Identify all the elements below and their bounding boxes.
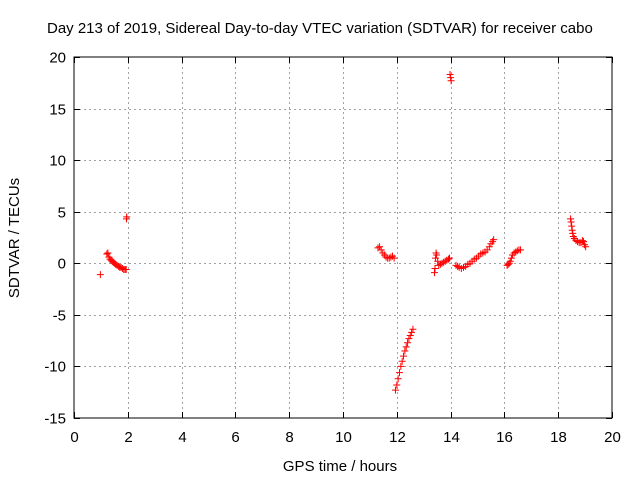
y-tick-label: -5: [53, 308, 66, 325]
data-point: [513, 247, 521, 255]
data-point: [431, 264, 439, 272]
y-tick-label: 20: [49, 50, 66, 67]
x-tick-label: 8: [285, 429, 293, 446]
x-axis-ticks: 0 2 4 6 8 10 12 14 16 18 20: [70, 57, 621, 446]
data-point: [104, 249, 112, 257]
data-point: [394, 375, 402, 383]
data-point: [446, 254, 454, 262]
data-point: [506, 257, 514, 265]
x-axis-label: GPS time / hours: [283, 458, 397, 475]
data-point: [568, 226, 576, 234]
x-tick-label: 18: [550, 429, 567, 446]
data-point: [405, 335, 413, 343]
data-point: [568, 222, 576, 230]
data-point: [391, 386, 399, 394]
x-tick-label: 16: [496, 429, 513, 446]
data-point: [567, 215, 575, 223]
data-point: [402, 343, 410, 351]
x-tick-label: 6: [231, 429, 239, 446]
y-tick-label: 15: [49, 102, 66, 119]
data-point: [398, 357, 406, 365]
x-tick-label: 20: [604, 429, 621, 446]
y-tick-label: 0: [58, 256, 66, 273]
data-point: [123, 213, 131, 221]
data-point: [376, 243, 384, 251]
y-tick-label: 5: [58, 205, 66, 222]
data-point: [582, 243, 590, 251]
data-point: [122, 265, 130, 273]
data-point: [393, 381, 401, 389]
plot-frame: [73, 56, 613, 419]
data-point: [96, 271, 104, 279]
data-point: [444, 255, 452, 263]
data-point: [390, 254, 398, 262]
data-point: [517, 246, 525, 254]
y-tick-label: -10: [44, 359, 66, 376]
data-point: [447, 74, 455, 82]
x-tick-label: 0: [70, 429, 78, 446]
x-tick-label: 2: [124, 429, 132, 446]
data-point: [574, 238, 582, 246]
y-tick-label: 10: [49, 153, 66, 170]
data-point: [406, 331, 414, 339]
data-point: [430, 269, 438, 277]
data-point: [377, 246, 385, 254]
data-point: [567, 218, 575, 226]
x-tick-label: 10: [335, 429, 352, 446]
data-point: [397, 362, 405, 370]
data-point: [485, 243, 493, 251]
data-point: [579, 238, 587, 246]
data-point: [569, 229, 577, 237]
x-tick-label: 14: [443, 429, 460, 446]
data-point: [454, 262, 462, 270]
grid-lines: [74, 57, 612, 418]
y-axis-ticks: -15 -10 -5 0 5 10 15 20: [44, 50, 612, 428]
x-tick-label: 4: [178, 429, 186, 446]
data-point: [401, 347, 409, 355]
y-axis-label: SDTVAR / TECUs: [6, 178, 23, 298]
data-point: [490, 236, 498, 244]
data-point: [507, 254, 515, 262]
y-tick-label: -15: [44, 411, 66, 428]
data-point: [409, 325, 417, 333]
data-point: [395, 369, 403, 377]
x-tick-label: 12: [389, 429, 406, 446]
data-point: [447, 77, 455, 85]
data-point: [578, 237, 586, 245]
data-point: [433, 251, 441, 259]
data-point: [387, 253, 395, 261]
data-points: [96, 71, 590, 394]
data-point: [400, 352, 408, 360]
data-point: [408, 328, 416, 336]
chart-title: Day 213 of 2019, Sidereal Day-to-day VTE…: [47, 20, 593, 37]
data-point: [404, 339, 412, 347]
data-point: [446, 71, 454, 79]
